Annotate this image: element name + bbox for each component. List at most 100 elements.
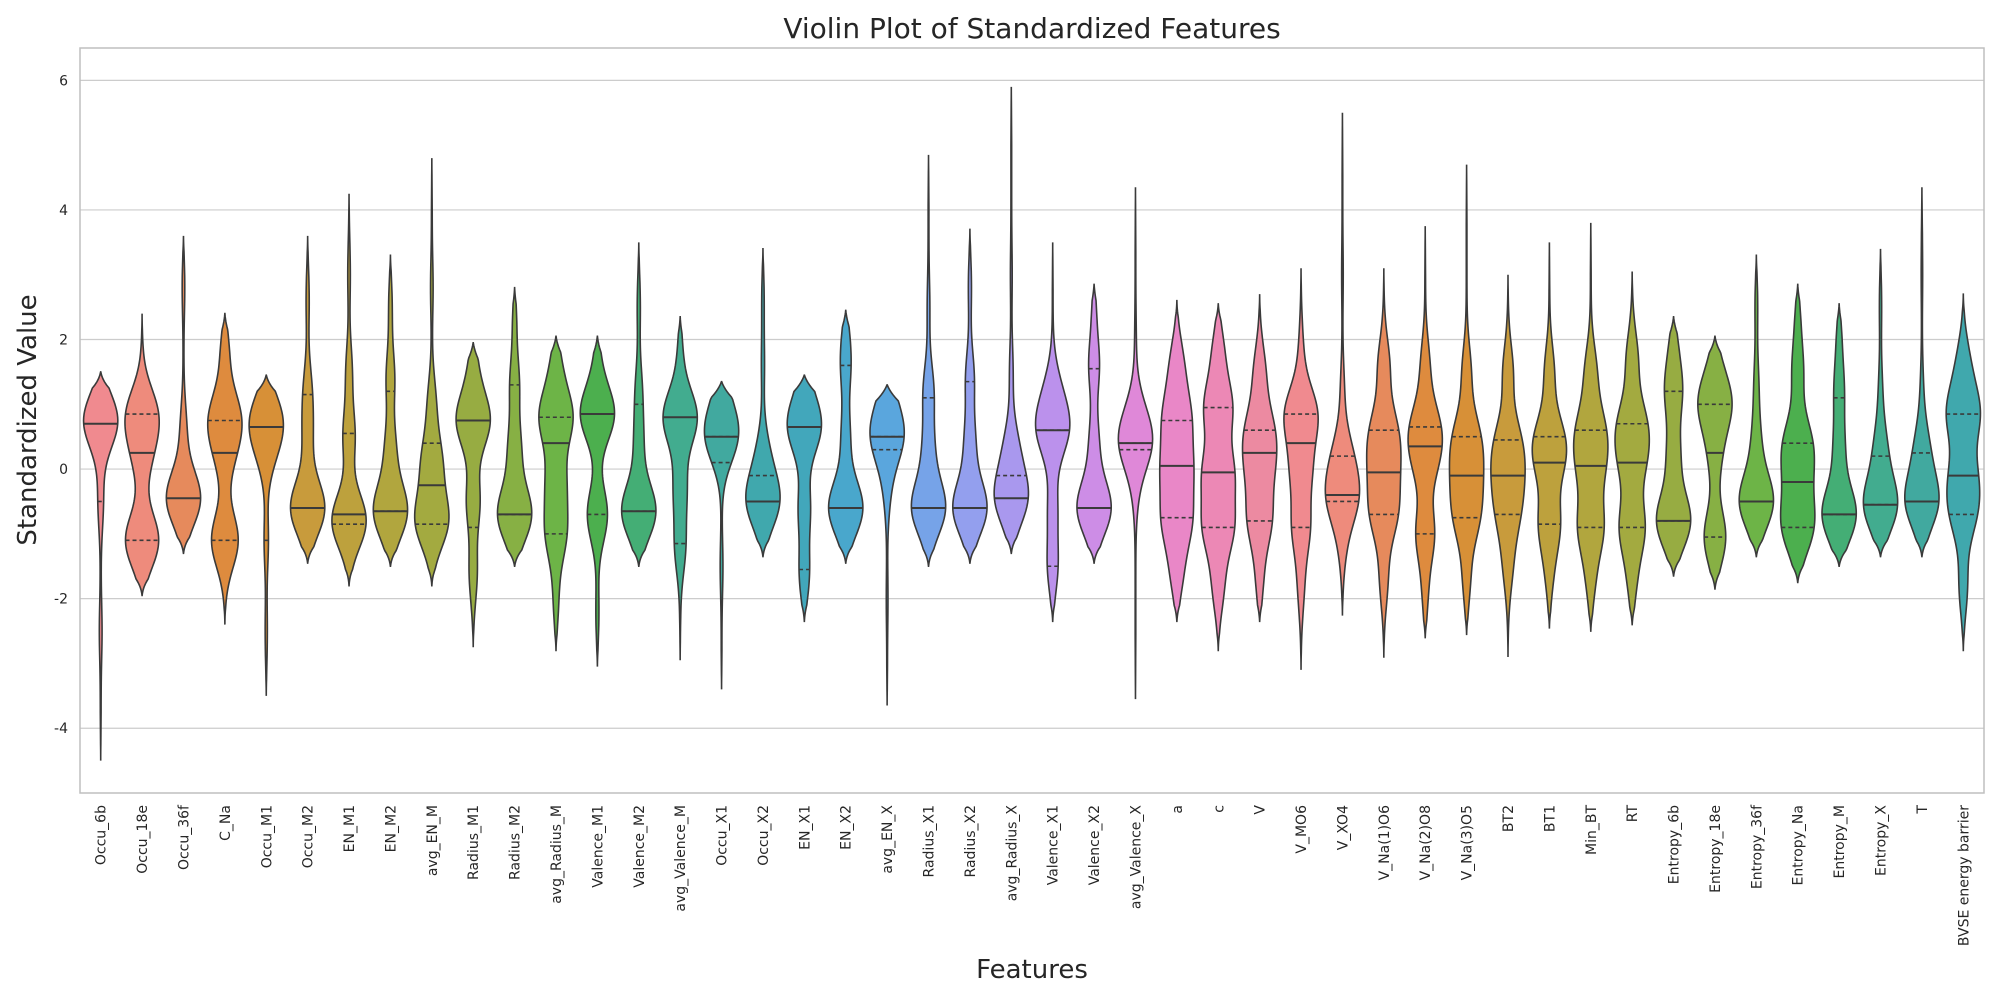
violin-body [620,242,657,568]
x-tick-label: V_MO6 [1294,805,1310,854]
x-tick-label: avg_EN_X [880,805,896,874]
violin-body [951,228,988,564]
violin-body [993,86,1030,555]
x-tick-label: EN_X1 [797,805,813,850]
violin-V_XO4 [1324,112,1361,616]
violin-body [1365,268,1402,658]
violin-Occu_M2 [289,235,326,564]
x-tick-label: Min_BT [1584,805,1600,855]
violin-Radius_M2 [496,286,533,568]
violin-body [869,384,906,706]
violin-body [1531,242,1568,629]
violin-C_Na [206,312,243,625]
violin-Radius_X1 [910,154,947,568]
violin-Valence_M2 [620,242,657,568]
violin-body [827,309,864,564]
y-tick-labels: -4 -2 0 2 4 6 [54,73,68,737]
x-tick-label: BT2 [1501,805,1517,832]
x-tick-label: Occu_X2 [756,805,772,866]
violin-body [1572,222,1609,632]
violin-body [1034,242,1071,623]
violin-EN_M1 [331,193,367,587]
violin-body [1697,335,1733,590]
x-tick-label: Occu_M2 [301,805,317,868]
x-tick-label: BVSE energy barrier [1956,805,1972,946]
x-tick-label: Occu_X1 [715,805,731,866]
violin-body [82,371,119,761]
violin-body [1158,299,1195,623]
violin-Entropy_36f [1738,254,1775,558]
violin-V_Na(3)O5 [1448,164,1485,636]
violin-Entropy_M [1821,303,1858,568]
x-tick-label: Valence_X1 [1046,805,1062,885]
x-tick-label: Entropy_M [1832,805,1848,878]
x-tick-label: Radius_M1 [466,805,482,880]
violin-body [1324,112,1361,616]
violin-body [1490,274,1526,657]
x-tick-label: Entropy_6b [1667,805,1683,884]
x-tick-labels: Occu_6b Occu_18e Occu_36f C_Na Occu_M1 Occu_M… [94,804,1973,946]
x-tick-label: RT [1625,805,1641,823]
plot-frame [79,47,1985,794]
x-tick-label: T [1915,805,1931,815]
y-tick-label: -4 [54,721,68,737]
violin-body [538,335,574,652]
x-tick-label: avg_Valence_X [1128,805,1144,910]
y-tick-label: 0 [59,462,68,478]
violin-V_MO6 [1283,268,1319,670]
x-tick-label: Radius_M2 [508,805,524,880]
violin-body [1903,187,1940,558]
x-tick-label: Occu_36f [176,804,192,870]
violin-body [1241,294,1278,623]
y-axis-label: Standardized Value [13,294,43,545]
violin-Occu_6b [82,371,119,761]
violin-body [1076,283,1113,564]
violin-layer [82,86,1982,761]
x-tick-label: BT1 [1542,805,1558,832]
violin-Valence_X2 [1076,283,1113,564]
x-tick-label: C_Na [218,805,234,841]
x-tick-label: Occu_M1 [259,805,275,868]
violin-Occu_18e [124,313,161,597]
violin-body [745,248,781,558]
violin-body [331,193,367,587]
violin-Min_BT [1572,222,1609,632]
violin-body [1821,303,1858,568]
violin-c [1200,303,1237,652]
violin-avg_EN_X [869,384,906,706]
violin-T [1903,187,1940,558]
violin-body [496,286,533,568]
violin-body [1407,226,1444,639]
violin-body [289,235,326,564]
x-tick-label: Entropy_36f [1749,804,1765,889]
violin-V_Na(2)O8 [1407,226,1444,639]
violin-body [910,154,947,568]
violin-body [124,313,161,597]
y-tick-label: 6 [59,73,68,89]
x-tick-label: a [1170,805,1186,814]
violin-body [413,158,450,587]
violin-body [165,235,202,555]
x-tick-label: Valence_M1 [590,805,606,888]
violin-body [1862,248,1899,558]
violin-Entropy_6b [1655,316,1692,577]
violin-avg_Radius_X [993,86,1030,555]
x-tick-label: V_XO4 [1335,805,1351,850]
violin-avg_EN_M [413,158,450,587]
violin-Radius_X2 [951,228,988,564]
violin-body [206,312,243,625]
violin-V_Na(1)O6 [1365,268,1402,658]
x-tick-label: Radius_X1 [922,805,938,877]
x-tick-label: c [1211,805,1227,813]
violin-body [579,335,616,667]
x-tick-label: V_Na(2)O8 [1418,805,1434,880]
violin-avg_Valence_X [1117,187,1154,700]
x-tick-label: Valence_X2 [1087,805,1103,885]
violin-avg_Valence_M [662,316,699,661]
x-tick-label: Entropy_18e [1708,805,1724,893]
violin-body [1738,254,1775,558]
violin-Occu_X2 [745,248,781,558]
violin-body [1945,293,1982,652]
violin-EN_X2 [827,309,864,564]
